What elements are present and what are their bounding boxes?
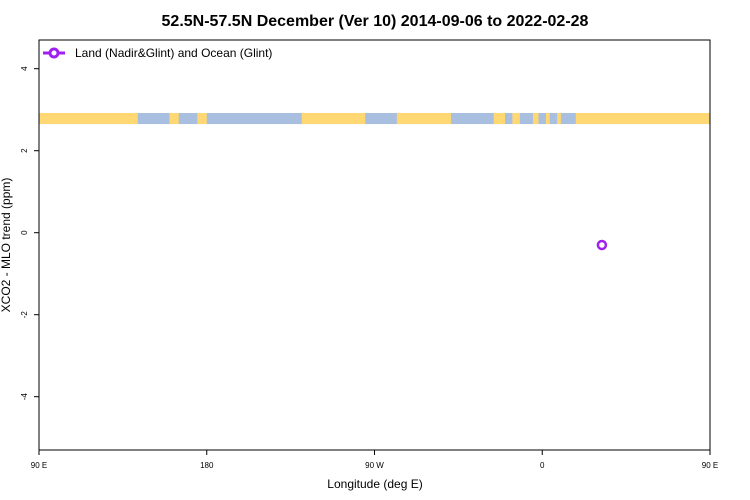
landmask-strip — [39, 112, 710, 125]
y-tick-label: 0 — [20, 230, 29, 235]
legend: Land (Nadir&Glint) and Ocean (Glint) — [43, 46, 272, 60]
land-segment — [575, 112, 710, 125]
ocean-band — [39, 112, 710, 125]
y-tick-label: -2 — [20, 311, 29, 319]
y-tick-label: 2 — [20, 148, 29, 153]
x-tick-label: 0 — [540, 461, 545, 470]
x-tick-label: 90 W — [365, 461, 384, 470]
land-segment — [39, 112, 138, 125]
land-segment — [197, 112, 207, 125]
land-segment — [396, 112, 451, 125]
y-axis-ticks: 4 2 0 -2 -4 — [20, 66, 39, 400]
x-axis-ticks: 90 E 180 90 W 0 90 E — [31, 450, 718, 470]
x-tick-label: 90 E — [31, 461, 47, 470]
x-tick-label: 90 E — [702, 461, 718, 470]
y-tick-label: 4 — [20, 66, 29, 71]
plot-frame — [38, 39, 711, 451]
x-tick-label: 180 — [200, 461, 214, 470]
x-axis-label: Longitude (deg E) — [327, 477, 422, 491]
land-segment — [301, 112, 366, 125]
legend-label: Land (Nadir&Glint) and Ocean (Glint) — [75, 46, 272, 60]
chart-title: 52.5N-57.5N December (Ver 10) 2014-09-06… — [162, 13, 589, 30]
land-segment — [532, 112, 539, 125]
data-points — [596, 239, 608, 251]
legend-marker — [48, 47, 60, 59]
land-segment — [545, 112, 550, 125]
land-segment — [557, 112, 561, 125]
y-tick-label: -4 — [20, 393, 29, 401]
land-segment — [493, 112, 505, 125]
data-point — [596, 239, 608, 251]
y-axis-label: XCO2 - MLO trend (ppm) — [0, 178, 13, 313]
land-segment — [512, 112, 520, 125]
land-segment — [169, 112, 179, 125]
